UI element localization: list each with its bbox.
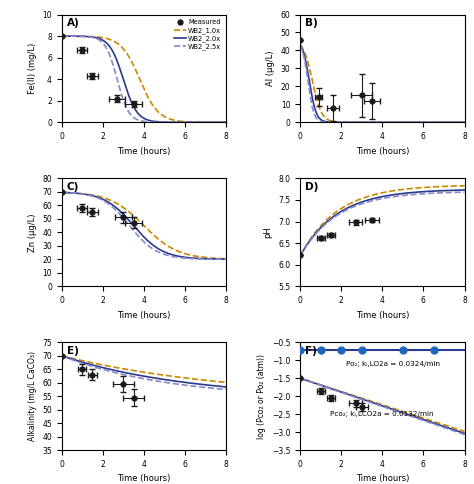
Text: E): E): [66, 346, 78, 356]
Text: B): B): [305, 18, 318, 28]
X-axis label: Time (hours): Time (hours): [117, 311, 171, 319]
X-axis label: Time (hours): Time (hours): [356, 311, 409, 319]
Text: Po₂; kₗ,LO2a = 0.0324/min: Po₂; kₗ,LO2a = 0.0324/min: [346, 361, 440, 367]
Text: D): D): [305, 182, 319, 192]
Y-axis label: Alkalinity (mg/L CaCO₃): Alkalinity (mg/L CaCO₃): [27, 351, 36, 441]
Y-axis label: Al (μg/L): Al (μg/L): [266, 51, 275, 86]
Text: Pco₂; kₗ,LCO2a = 0.0132/min: Pco₂; kₗ,LCO2a = 0.0132/min: [330, 410, 433, 417]
Legend: Measured, WB2_1.0x, WB2_2.0x, WB2_2.5x: Measured, WB2_1.0x, WB2_2.0x, WB2_2.5x: [172, 18, 223, 52]
X-axis label: Time (hours): Time (hours): [117, 147, 171, 156]
Y-axis label: pH: pH: [264, 227, 273, 238]
X-axis label: Time (hours): Time (hours): [356, 474, 409, 484]
Y-axis label: log (Pco₂ or Po₂ (atm)): log (Pco₂ or Po₂ (atm)): [257, 354, 266, 439]
X-axis label: Time (hours): Time (hours): [356, 147, 409, 156]
Text: C): C): [66, 182, 79, 192]
Text: F): F): [305, 346, 317, 356]
Text: A): A): [66, 18, 79, 28]
X-axis label: Time (hours): Time (hours): [117, 474, 171, 484]
Y-axis label: Zn (μg/L): Zn (μg/L): [27, 213, 36, 252]
Y-axis label: Fe(II) (mg/L): Fe(II) (mg/L): [27, 43, 36, 94]
